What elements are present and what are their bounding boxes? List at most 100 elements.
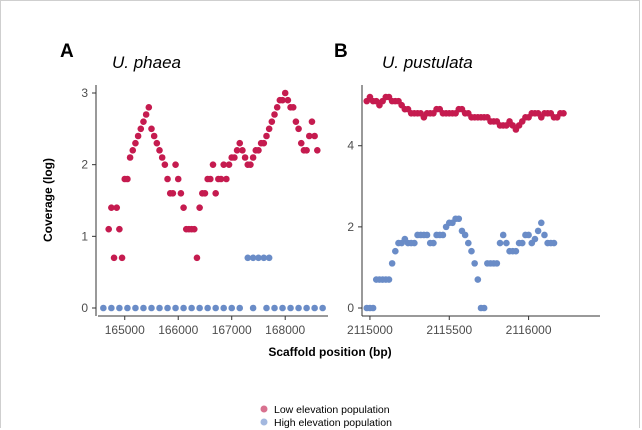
panel-b-letter: B: [334, 41, 348, 62]
point-high-elevation: [496, 239, 504, 247]
point-high-elevation: [271, 304, 278, 312]
point-low-elevation: [129, 147, 137, 154]
point-high-elevation: [196, 304, 203, 312]
point-low-elevation: [303, 147, 310, 154]
point-low-elevation: [161, 161, 169, 168]
panel-b-plot: 0 2 4 2115000 2115500 2116000: [347, 85, 600, 337]
point-high-elevation: [531, 235, 539, 243]
point-low-elevation: [145, 104, 153, 111]
point-low-elevation: [236, 139, 244, 147]
point-high-elevation: [455, 215, 463, 223]
point-high-elevation: [319, 304, 326, 312]
point-low-elevation: [118, 254, 126, 262]
point-high-elevation: [439, 231, 447, 239]
point-low-elevation: [108, 204, 115, 211]
point-high-elevation: [236, 304, 244, 312]
point-high-elevation: [156, 304, 163, 312]
point-high-elevation: [512, 247, 520, 255]
point-low-elevation: [110, 254, 118, 262]
point-high-elevation: [525, 231, 532, 239]
point-low-elevation: [292, 118, 300, 125]
point-high-elevation: [287, 304, 294, 312]
point-high-elevation: [480, 304, 488, 312]
point-high-elevation: [295, 304, 302, 312]
point-low-elevation: [217, 175, 225, 183]
point-low-elevation: [201, 190, 209, 197]
point-low-elevation: [308, 118, 316, 125]
point-high-elevation: [188, 304, 195, 312]
point-high-elevation: [116, 304, 123, 312]
y-tick-label: 4: [347, 139, 354, 153]
point-low-elevation: [190, 225, 198, 233]
point-high-elevation: [164, 304, 171, 312]
x-tick-label: 167000: [212, 323, 252, 337]
point-low-elevation: [225, 161, 233, 168]
legend-marker-low: [260, 405, 268, 413]
point-low-elevation: [207, 175, 214, 183]
panel-a-plot: 0 1 2 3 165000 166000 167000 168000: [81, 85, 328, 337]
point-high-elevation: [471, 260, 478, 267]
point-low-elevation: [314, 147, 321, 154]
point-low-elevation: [124, 175, 131, 183]
point-low-elevation: [193, 254, 201, 262]
point-high-elevation: [124, 304, 131, 312]
point-high-elevation: [249, 254, 257, 262]
shared-xlabel: Scaffold position (bp): [268, 345, 391, 359]
point-high-elevation: [220, 304, 227, 312]
point-low-elevation: [172, 161, 179, 168]
point-low-elevation: [126, 154, 134, 161]
point-high-elevation: [279, 304, 286, 312]
point-low-elevation: [273, 104, 281, 111]
y-tick-label: 1: [81, 229, 88, 243]
point-high-elevation: [148, 304, 155, 312]
point-low-elevation: [116, 225, 123, 233]
point-high-elevation: [534, 227, 542, 235]
point-low-elevation: [134, 132, 142, 140]
point-low-elevation: [281, 89, 289, 97]
point-high-elevation: [212, 304, 219, 312]
point-high-elevation: [430, 239, 437, 247]
point-high-elevation: [180, 304, 187, 312]
point-high-elevation: [392, 247, 399, 255]
point-low-elevation: [140, 118, 147, 125]
y-tick-label: 2: [347, 220, 354, 234]
point-low-elevation: [247, 161, 254, 168]
point-low-elevation: [212, 190, 219, 197]
point-low-elevation: [158, 154, 166, 161]
y-tick-label: 3: [81, 86, 88, 100]
point-low-elevation: [113, 204, 121, 211]
point-high-elevation: [265, 254, 273, 262]
point-low-elevation: [142, 111, 150, 118]
point-low-elevation: [284, 96, 292, 104]
point-high-elevation: [260, 254, 268, 262]
point-high-elevation: [541, 231, 548, 239]
x-tick-label: 2116000: [506, 323, 552, 337]
point-high-elevation: [132, 304, 139, 312]
point-high-elevation: [140, 304, 147, 312]
point-high-elevation: [369, 304, 377, 312]
point-low-elevation: [174, 175, 182, 183]
point-low-elevation: [560, 109, 567, 117]
point-high-elevation: [385, 276, 393, 283]
x-tick-label: 165000: [105, 323, 145, 337]
point-low-elevation: [263, 132, 270, 140]
point-high-elevation: [423, 231, 431, 239]
point-high-elevation: [493, 260, 501, 267]
point-high-elevation: [465, 239, 472, 247]
point-high-elevation: [311, 304, 318, 312]
point-low-elevation: [231, 154, 238, 161]
point-low-elevation: [156, 147, 163, 154]
point-low-elevation: [249, 154, 257, 161]
point-low-elevation: [271, 111, 278, 118]
point-low-elevation: [105, 225, 112, 233]
panel-a-title: U. phaea: [112, 53, 181, 72]
point-high-elevation: [303, 304, 310, 312]
point-high-elevation: [474, 276, 482, 283]
point-high-elevation: [537, 219, 545, 227]
point-low-elevation: [148, 125, 155, 133]
point-low-elevation: [279, 96, 286, 104]
x-tick-label: 2115500: [426, 323, 472, 337]
point-high-elevation: [468, 247, 475, 255]
point-low-elevation: [268, 118, 276, 125]
point-high-elevation: [108, 304, 115, 312]
